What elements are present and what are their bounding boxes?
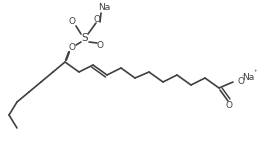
Text: ⁻: ⁻ xyxy=(241,74,245,80)
Text: O: O xyxy=(237,78,244,86)
Text: S: S xyxy=(82,33,88,43)
Text: O: O xyxy=(68,44,76,53)
Text: O: O xyxy=(93,15,101,24)
Text: Na: Na xyxy=(242,73,254,82)
Text: Na: Na xyxy=(98,4,110,13)
Text: O: O xyxy=(96,42,104,51)
Text: O: O xyxy=(226,102,233,111)
Text: O: O xyxy=(68,18,76,27)
Text: ⁺: ⁺ xyxy=(253,70,257,76)
